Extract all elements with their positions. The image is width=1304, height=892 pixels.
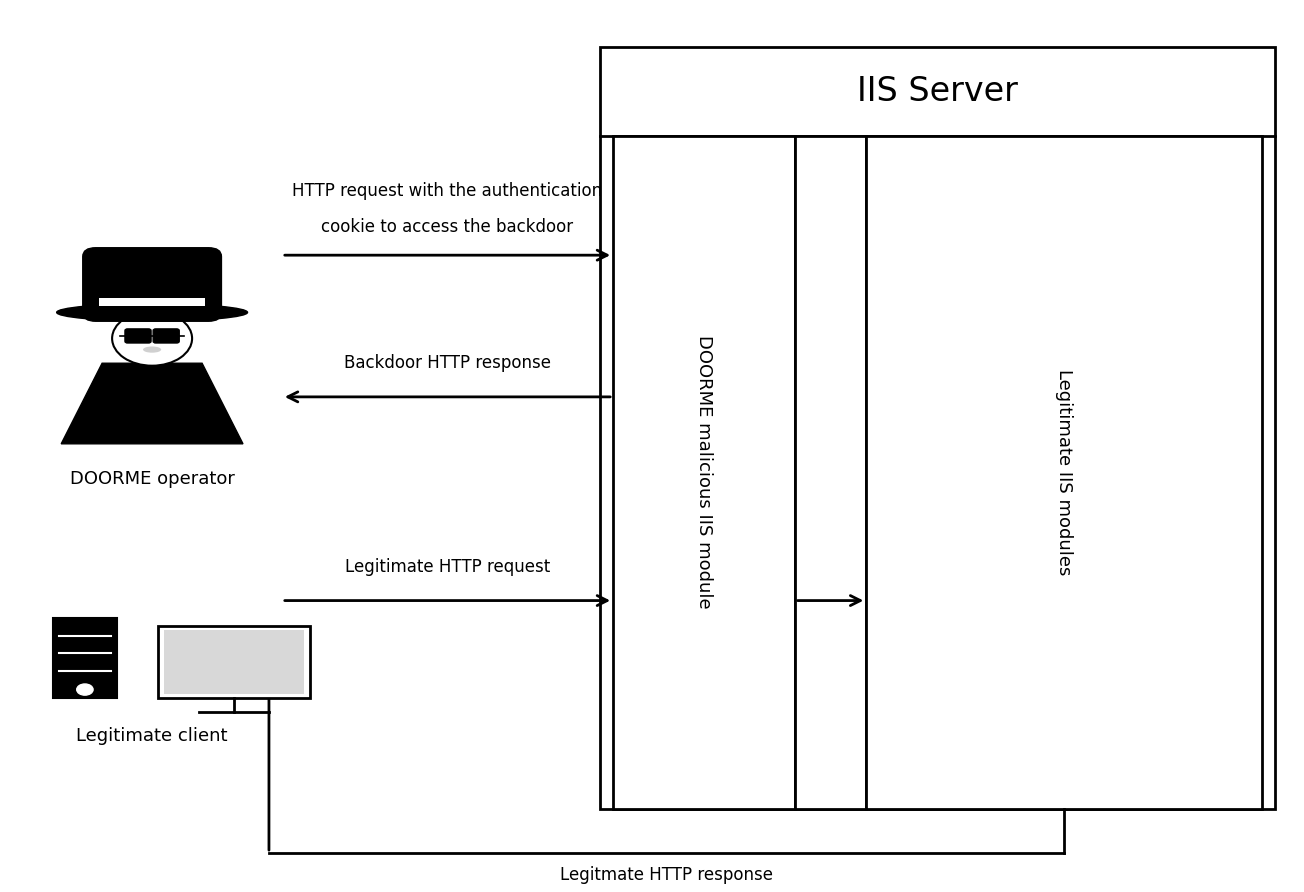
Polygon shape <box>61 363 243 444</box>
Bar <box>99 298 205 306</box>
Bar <box>164 630 304 694</box>
Text: DOORME malicious IIS module: DOORME malicious IIS module <box>695 335 713 609</box>
Bar <box>866 136 1262 809</box>
Text: HTTP request with the authentication: HTTP request with the authentication <box>292 182 602 201</box>
Text: Legitimate client: Legitimate client <box>77 727 228 745</box>
Bar <box>600 47 1275 809</box>
Bar <box>795 136 866 809</box>
Circle shape <box>77 684 93 695</box>
Text: IIS Server: IIS Server <box>857 75 1018 108</box>
FancyBboxPatch shape <box>82 248 222 321</box>
FancyBboxPatch shape <box>153 329 179 343</box>
Text: DOORME operator: DOORME operator <box>69 470 235 489</box>
Ellipse shape <box>56 303 248 321</box>
Text: Legitimate IIS modules: Legitimate IIS modules <box>1055 369 1073 575</box>
Text: cookie to access the backdoor: cookie to access the backdoor <box>321 218 574 235</box>
Bar <box>52 618 117 698</box>
Circle shape <box>112 311 192 366</box>
Text: Backdoor HTTP response: Backdoor HTTP response <box>344 354 552 372</box>
Bar <box>158 626 310 698</box>
Text: Legitimate HTTP request: Legitimate HTTP request <box>344 558 550 575</box>
FancyBboxPatch shape <box>125 329 151 343</box>
Bar <box>613 136 795 809</box>
Ellipse shape <box>143 346 162 352</box>
Text: Legitmate HTTP response: Legitmate HTTP response <box>561 866 773 884</box>
